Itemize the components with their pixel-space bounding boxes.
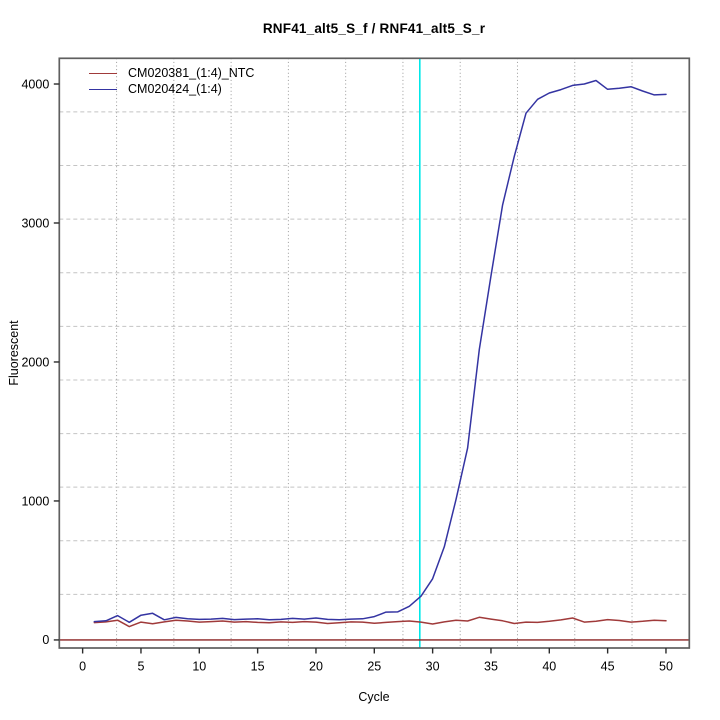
y-tick-label: 4000 [21, 77, 49, 91]
legend-line-swatch-ntc [89, 72, 117, 74]
x-tick-label: 20 [309, 660, 323, 674]
legend-item-sample: CM020424_(1:4) [89, 81, 254, 97]
legend-label-sample: CM020424_(1:4) [128, 82, 222, 96]
x-tick-label: 40 [542, 660, 556, 674]
x-tick-label: 45 [601, 660, 615, 674]
x-tick-label: 15 [251, 660, 265, 674]
x-tick-label: 35 [484, 660, 498, 674]
plot-border [58, 57, 691, 649]
y-axis-label: Fluorescent [7, 320, 21, 386]
legend: CM020381_(1:4)_NTC CM020424_(1:4) [89, 65, 254, 97]
y-tick-label: 3000 [21, 216, 49, 230]
y-tick-label: 1000 [21, 494, 49, 508]
x-tick-label: 5 [137, 660, 144, 674]
legend-line-swatch-sample [89, 88, 117, 90]
x-tick-label: 10 [192, 660, 206, 674]
x-tick-label: 30 [426, 660, 440, 674]
sample-series-line [93, 79, 667, 624]
ntc-series-line [93, 616, 667, 628]
chart-title: RNF41_alt5_S_f / RNF41_alt5_S_r [262, 21, 486, 36]
x-axis-label: Cycle [358, 690, 390, 704]
x-tick-label: 25 [367, 660, 381, 674]
legend-item-ntc: CM020381_(1:4)_NTC [89, 65, 254, 81]
x-tick-label: 50 [659, 660, 673, 674]
y-tick-label: 2000 [21, 355, 49, 369]
x-tick-label: 0 [79, 660, 86, 674]
legend-label-ntc: CM020381_(1:4)_NTC [128, 66, 255, 80]
y-tick-label: 0 [42, 633, 49, 647]
